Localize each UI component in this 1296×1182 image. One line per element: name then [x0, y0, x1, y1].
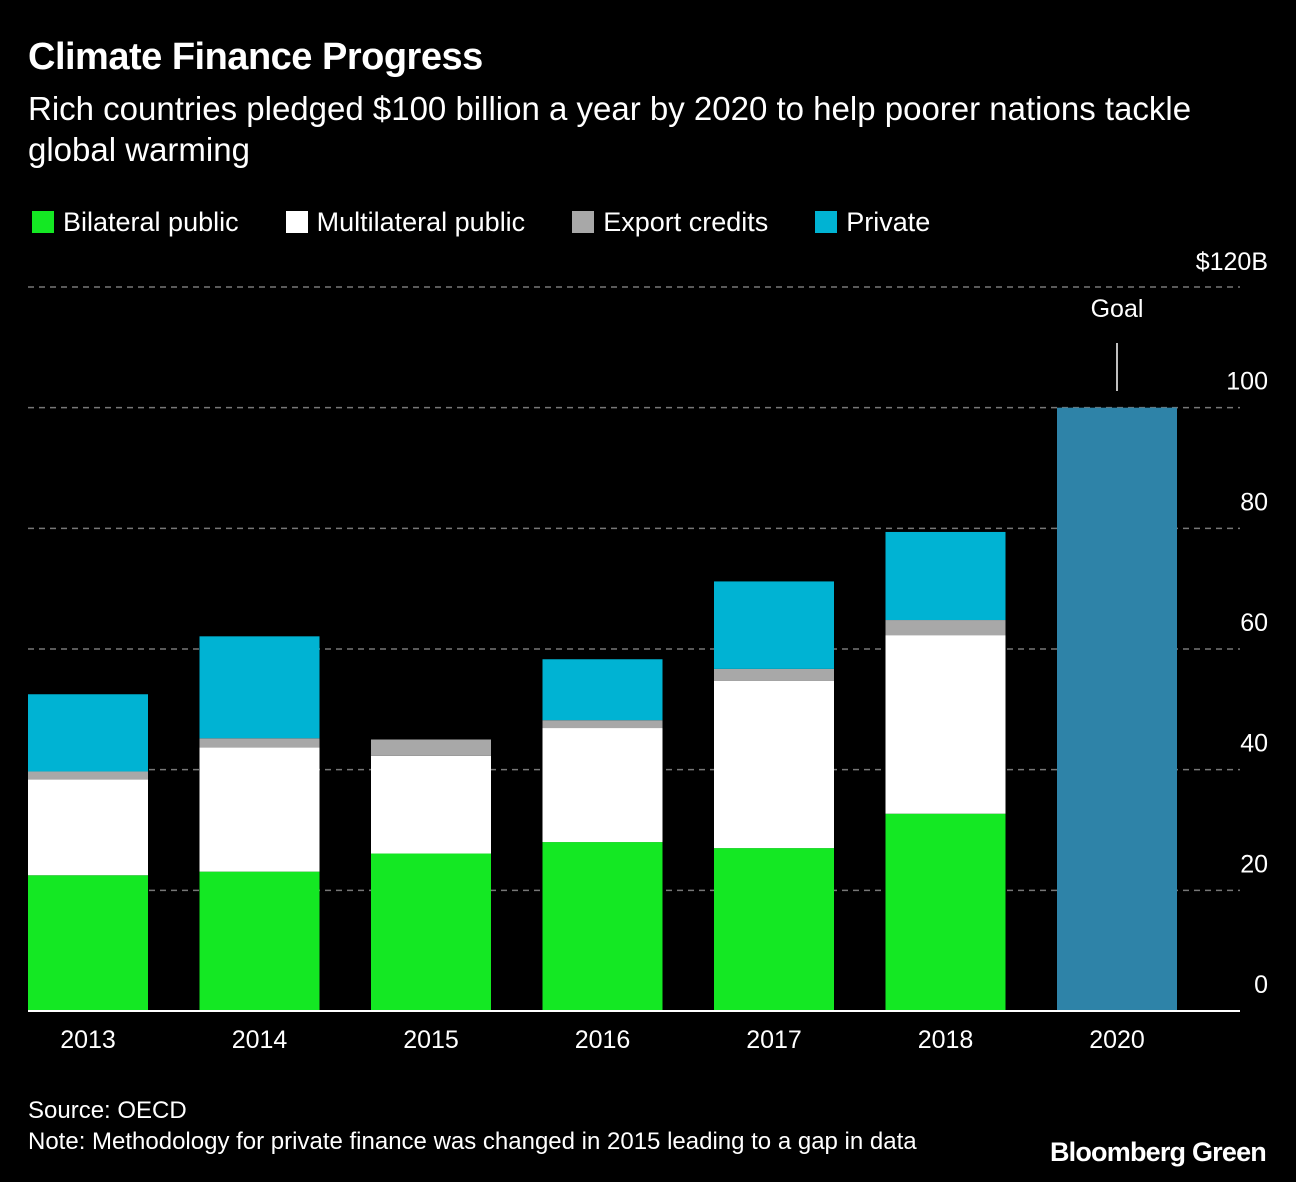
y-tick-label-2: 40 — [1240, 730, 1268, 758]
bar-2014-multilateral — [199, 747, 320, 872]
legend-item-export: Export credits — [572, 207, 768, 238]
legend-swatch-multilateral — [285, 211, 308, 233]
goal-annotation-label: Goal — [1091, 295, 1144, 323]
bar-2018-private — [885, 531, 1006, 621]
y-tick-label-1: 20 — [1240, 850, 1268, 878]
bars-layer — [28, 407, 1177, 1012]
legend-label-private: Private — [846, 206, 931, 237]
legend-swatch-private — [815, 211, 838, 233]
x-tick-label-2013: 2013 — [60, 1026, 116, 1054]
y-tick-label-4: 80 — [1240, 488, 1268, 516]
bar-2013-export — [28, 771, 148, 780]
bar-2016-bilateral — [542, 842, 663, 1011]
bar-2017-bilateral — [714, 848, 834, 1011]
y-tick-label-3: 60 — [1240, 609, 1268, 637]
bar-2014-bilateral — [199, 871, 320, 1011]
axis-layer: 0 20 40 60 80 100 $120B 2013 2014 2015 2016 2017 201… — [28, 248, 1268, 1054]
bar-2015-multilateral — [371, 755, 491, 854]
legend-label-multilateral: Multilateral public — [316, 206, 526, 237]
legend-swatch-bilateral — [32, 211, 54, 233]
bar-2014-export — [199, 738, 320, 748]
x-tick-label-2018: 2018 — [918, 1026, 974, 1054]
bloomberg-green-logo: Bloomberg Green — [1049, 1137, 1267, 1167]
y-tick-label-6: $120B — [1196, 248, 1268, 276]
legend-swatch-export — [572, 211, 595, 233]
bar-2015-bilateral — [371, 853, 491, 1011]
bar-2015-export — [371, 739, 491, 756]
bar-2017-multilateral — [714, 680, 834, 849]
bar-2013-private — [28, 694, 148, 772]
bar-2013-multilateral — [28, 779, 148, 876]
legend-item-private: Private — [815, 207, 930, 238]
y-tick-label-5: 100 — [1226, 368, 1268, 396]
chart-title: Climate Finance Progress — [28, 36, 483, 78]
bar-2016-export — [542, 720, 663, 729]
x-tick-label-2017: 2017 — [746, 1026, 802, 1054]
legend-label-bilateral: Bilateral public — [63, 206, 239, 237]
bar-2014-private — [199, 636, 320, 739]
y-tick-label-0: 0 — [1254, 971, 1268, 999]
x-tick-label-2020: 2020 — [1089, 1026, 1145, 1054]
x-tick-label-2015: 2015 — [403, 1026, 459, 1054]
bar-2017-export — [714, 668, 834, 681]
legend-label-export: Export credits — [603, 206, 769, 237]
x-tick-label-2016: 2016 — [575, 1026, 631, 1054]
bar-2016-private — [542, 659, 663, 721]
bar-2013-bilateral — [28, 875, 148, 1011]
chart-subtitle: Rich countries pledged $100 billion a ye… — [28, 90, 1192, 168]
bar-2018-multilateral — [885, 635, 1006, 814]
bar-2018-bilateral — [885, 813, 1006, 1011]
bar-2016-multilateral — [542, 728, 663, 843]
legend: Bilateral public Multilateral public Exp… — [32, 206, 977, 238]
bar-2020-goal — [1057, 407, 1177, 1012]
bar-2017-private — [714, 581, 834, 669]
bar-2018-export — [885, 620, 1006, 636]
legend-item-bilateral: Bilateral public — [32, 207, 239, 238]
note-text: Note: Methodology for private finance wa… — [28, 1128, 917, 1155]
source-text: Source: OECD — [28, 1097, 187, 1124]
legend-item-multilateral: Multilateral public — [285, 206, 526, 238]
x-tick-label-2014: 2014 — [232, 1026, 288, 1054]
